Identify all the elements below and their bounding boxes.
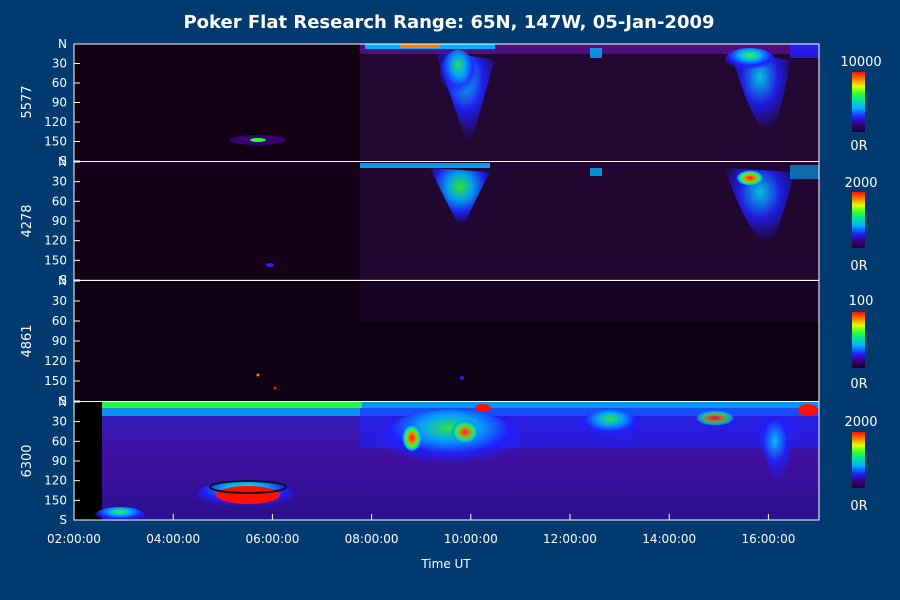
- panel-3-emission: [256, 282, 819, 390]
- panel-3-colorbar: 100 0R: [849, 294, 874, 392]
- y-tick-label: S: [59, 273, 67, 287]
- y-tick-label: 90: [52, 96, 67, 110]
- color-scales: 10000 0R 2000 0R 100 0R 2000 0R: [840, 55, 881, 514]
- y-tick-label: 60: [52, 76, 67, 90]
- y-tick-label: S: [59, 513, 67, 527]
- y-tick-label: 30: [52, 175, 67, 189]
- y-tick-label: N: [58, 395, 67, 409]
- x-tick-label: 04:00:00: [146, 532, 200, 546]
- y-tick-label: 150: [44, 493, 67, 507]
- panel-3-ylabel: 4861: [20, 324, 35, 357]
- x-tick-label: 16:00:00: [741, 532, 795, 546]
- y-tick-label: N: [58, 155, 67, 169]
- y-tick-label: S: [59, 394, 67, 408]
- panel-2-scale-max: 2000: [844, 176, 877, 191]
- panel-4-scale-min: 0R: [850, 499, 867, 514]
- panel-1-scale-min: 0R: [850, 139, 867, 154]
- panel-1-scale-max: 10000: [840, 55, 881, 70]
- panel-1-colorbar: 10000 0R: [840, 55, 881, 154]
- panel-4-scale-max: 2000: [844, 415, 877, 430]
- y-tick-label: 60: [52, 314, 67, 328]
- x-axis-label: Time UT: [420, 557, 471, 571]
- panel-1-ylabel: 5577: [20, 85, 35, 118]
- panel-4-emission: [74, 402, 819, 523]
- y-tick-label: 120: [44, 474, 67, 488]
- panel-3-scale-max: 100: [849, 294, 874, 309]
- y-tick-label: 90: [52, 454, 67, 468]
- x-tick-label: 02:00:00: [47, 532, 101, 546]
- y-tick-label: N: [58, 274, 67, 288]
- x-tick-label: 12:00:00: [543, 532, 597, 546]
- y-tick-label: 90: [52, 214, 67, 228]
- panel-1-emission: [230, 44, 819, 161]
- y-tick-label: 120: [44, 354, 67, 368]
- panel-2-emission: [266, 162, 819, 279]
- x-tick-label: 14:00:00: [642, 532, 696, 546]
- y-tick-label: 150: [44, 135, 67, 149]
- y-tick-label: 90: [52, 334, 67, 348]
- panel-2-colorbar: 2000 0R: [844, 176, 877, 274]
- chart-title: Poker Flat Research Range: 65N, 147W, 05…: [183, 12, 714, 33]
- y-tick-label: 150: [44, 253, 67, 267]
- panel-2-ylabel: 4278: [20, 204, 35, 237]
- y-tick-label: 120: [44, 115, 67, 129]
- panel-3-scale-min: 0R: [850, 377, 867, 392]
- panel-2-scale-min: 0R: [850, 259, 867, 274]
- x-tick-label: 08:00:00: [345, 532, 399, 546]
- panel-frames: [73, 43, 820, 521]
- y-tick-label: 30: [52, 57, 67, 71]
- y-tick-label: 60: [52, 194, 67, 208]
- y-tick-label: N: [58, 37, 67, 51]
- x-tick-label: 10:00:00: [444, 532, 498, 546]
- y-tick-label: 60: [52, 434, 67, 448]
- y-tick-label: 30: [52, 294, 67, 308]
- x-tick-label: 06:00:00: [245, 532, 299, 546]
- panel-4-colorbar: 2000 0R: [844, 415, 877, 514]
- y-tick-label: S: [59, 154, 67, 168]
- panel-4-ylabel: 6300: [20, 444, 35, 477]
- panel-y-labels: 5577 4278 4861 6300: [20, 85, 35, 477]
- x-tick-labels: 02:00:00 04:00:00 06:00:00 08:00:00 10:00:00…: [47, 514, 795, 546]
- y-tick-label: 120: [44, 234, 67, 248]
- y-tick-label: 30: [52, 415, 67, 429]
- y-tick-labels: N306090120150SN306090120150SN30609012015…: [44, 37, 80, 527]
- y-tick-label: 150: [44, 374, 67, 388]
